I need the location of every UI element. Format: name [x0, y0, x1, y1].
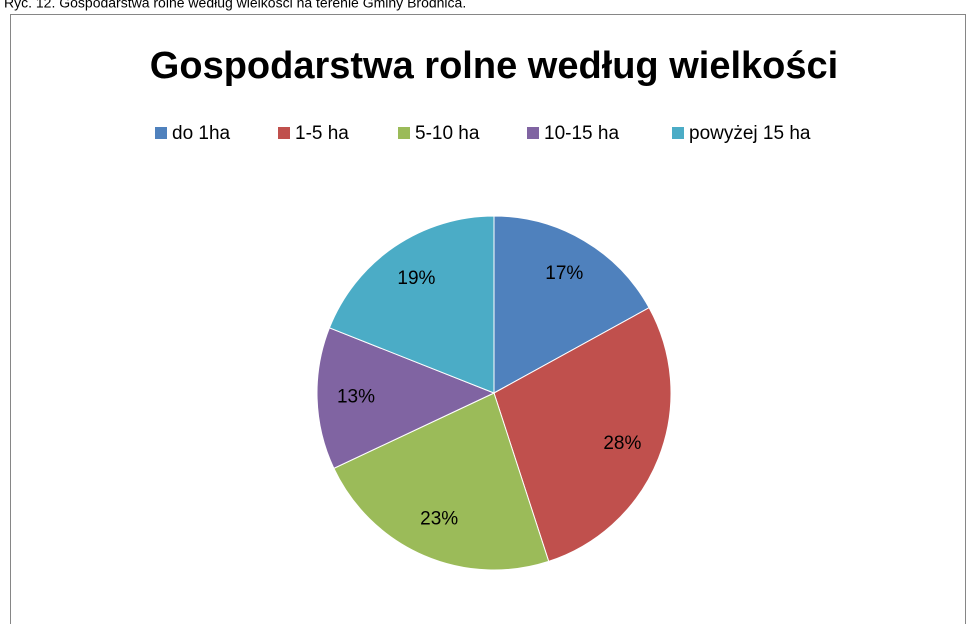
data-label: 19%	[397, 268, 435, 289]
legend-label: powyżej 15 ha	[689, 123, 811, 144]
pie-slice	[328, 215, 495, 394]
legend-swatch	[155, 127, 167, 139]
legend-swatch	[398, 127, 410, 139]
pie-slice	[316, 327, 496, 470]
legend-label: 1-5 ha	[295, 123, 349, 144]
legend-label: 5-10 ha	[415, 123, 480, 144]
legend-label: 10-15 ha	[544, 123, 619, 144]
data-label: 13%	[337, 386, 375, 407]
data-label: 23%	[420, 509, 458, 530]
data-label: 28%	[603, 433, 641, 454]
legend-swatch	[278, 127, 290, 139]
caption: Ryc. 12. Gospodarstwa rolne według wielk…	[4, 0, 466, 11]
pie-slice	[333, 392, 550, 571]
legend-swatch	[672, 127, 684, 139]
legend-swatch	[527, 127, 539, 139]
pie-slice	[493, 215, 650, 394]
legend-label: do 1ha	[172, 123, 231, 144]
pie-slice	[493, 307, 672, 562]
data-label: 17%	[545, 263, 583, 284]
chart-title: Gospodarstwa rolne według wielkości	[150, 45, 838, 87]
